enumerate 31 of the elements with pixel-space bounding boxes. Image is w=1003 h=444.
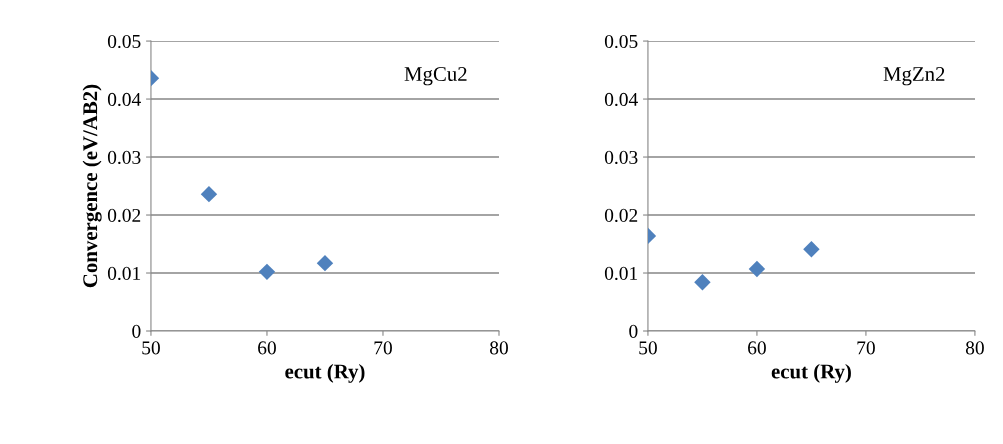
y-tick-label: 0.01 <box>604 266 638 281</box>
x-tick-label: 70 <box>857 341 875 355</box>
y-tick-label: 0.04 <box>604 92 638 107</box>
x-axis-title: ecut (Ry) <box>285 363 365 383</box>
y-tick-label: 0.03 <box>604 150 638 165</box>
y-tick-label: 0 <box>629 324 638 338</box>
y-axis-title: Convergence (eV/AB2) <box>82 84 102 288</box>
point <box>803 241 820 258</box>
x-tick-label: 80 <box>490 341 508 355</box>
x-tick-label: 60 <box>258 341 276 355</box>
x-tick-label: 50 <box>142 341 160 355</box>
x-tick-label: 50 <box>639 341 657 355</box>
y-tick-label: 0.05 <box>107 34 141 49</box>
point <box>316 254 334 272</box>
y-tick-label: 0.04 <box>107 92 141 107</box>
x-tick-label: 70 <box>374 341 392 355</box>
y-tick-label: 0.02 <box>107 208 141 223</box>
x-axis-title: ecut (Ry) <box>771 363 851 383</box>
y-tick-label: 0.02 <box>604 208 638 223</box>
x-tick-label: 60 <box>748 341 766 355</box>
point <box>748 260 766 278</box>
point <box>258 263 276 281</box>
y-tick-label: 0.01 <box>107 266 141 281</box>
y-tick-label: 0.03 <box>107 150 141 165</box>
y-tick-label: 0 <box>132 324 141 338</box>
x-tick-label: 80 <box>965 341 984 355</box>
annotation: MgCu2 <box>404 67 467 86</box>
point <box>200 185 218 203</box>
point <box>694 274 711 291</box>
annotation: MgZn2 <box>883 67 945 86</box>
y-tick-label: 0.05 <box>604 34 638 49</box>
